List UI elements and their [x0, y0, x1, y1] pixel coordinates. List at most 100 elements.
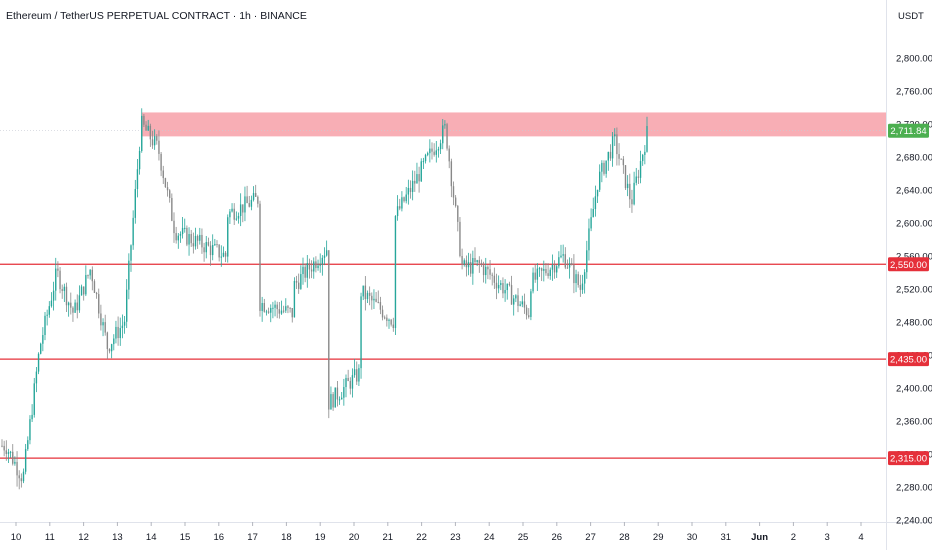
candle-body	[14, 461, 16, 464]
candle-body	[575, 274, 577, 284]
x-tick-label: 18	[281, 532, 292, 543]
candle-body	[280, 310, 283, 314]
candle-body	[609, 151, 612, 159]
x-tick-label: 28	[619, 532, 630, 543]
candle-body	[368, 292, 371, 296]
candle-body	[478, 260, 480, 263]
candle-body	[272, 307, 274, 309]
candle-body	[629, 183, 631, 200]
candle-body	[270, 307, 272, 313]
candle-body	[110, 344, 113, 352]
y-tick-label: 2,480.00	[896, 318, 932, 329]
candle-body	[384, 317, 386, 319]
candle-body	[392, 324, 394, 329]
candle-body	[536, 268, 539, 280]
candle-body	[205, 242, 207, 253]
y-tick-label: 2,760.00	[896, 87, 932, 98]
candle-body	[91, 269, 93, 282]
candle-body	[285, 306, 287, 311]
candle-body	[216, 244, 218, 246]
candle-body	[547, 273, 549, 276]
candle-body	[201, 234, 203, 248]
candle-body	[534, 272, 536, 280]
candle-body	[566, 267, 569, 269]
x-tick-label: 15	[180, 532, 191, 543]
candle-body	[59, 270, 61, 290]
candle-body	[317, 265, 319, 269]
candle-body	[429, 148, 431, 154]
candle-body	[83, 286, 85, 295]
level-price-label-bg	[888, 352, 929, 367]
candle-body	[461, 255, 463, 265]
y-tick-label: 2,640.00	[896, 186, 932, 197]
candle-body	[418, 174, 420, 182]
candle-body	[347, 377, 349, 382]
x-tick-label: 19	[315, 532, 326, 543]
candle-body	[252, 193, 255, 200]
candle-body	[358, 368, 360, 382]
x-tick-label: 23	[450, 532, 461, 543]
candle-body	[439, 143, 442, 150]
candle-body	[67, 302, 70, 306]
candle-body	[424, 154, 427, 162]
candle-body	[162, 170, 164, 179]
candle-body	[235, 218, 238, 220]
candle-body	[601, 162, 603, 172]
candle-body	[356, 369, 358, 382]
candle-body	[18, 475, 20, 479]
candle-body	[126, 289, 128, 322]
candle-body	[212, 245, 214, 256]
level-price-label-bg	[888, 451, 929, 466]
candle-body	[222, 252, 225, 257]
candle-body	[1, 445, 3, 447]
candle-body	[29, 419, 31, 441]
candle-body	[255, 193, 257, 197]
candle-body	[624, 165, 627, 189]
chart-title: Ethereum / TetherUS PERPETUAL CONTRACT ·…	[6, 10, 307, 22]
candle-body	[134, 188, 136, 218]
candle-body	[300, 274, 302, 289]
candle-body	[472, 257, 474, 274]
candle-body	[265, 311, 268, 313]
candle-body	[76, 302, 78, 311]
candle-body	[209, 245, 212, 256]
candle-body	[244, 196, 246, 213]
candle-body	[104, 322, 106, 333]
level-price-label: 2,315.00	[890, 454, 927, 465]
candle-body	[583, 272, 586, 284]
x-tick-label: Jun	[751, 532, 768, 543]
candle-body	[194, 235, 197, 247]
candle-body	[261, 303, 263, 311]
candle-body	[179, 234, 182, 236]
candle-body	[491, 274, 493, 276]
candle-body	[248, 203, 250, 207]
candle-body	[530, 291, 532, 317]
currency-label[interactable]: USDT	[898, 11, 924, 22]
candle-body	[259, 203, 261, 311]
candle-body	[545, 268, 547, 274]
candle-body	[113, 338, 115, 345]
candle-body	[141, 115, 143, 151]
candle-body	[186, 227, 188, 245]
current-price-label: 2,711.84	[890, 126, 926, 137]
candle-body	[407, 187, 410, 195]
candle-body	[463, 260, 465, 265]
candle-body	[55, 268, 57, 291]
candle-body	[435, 150, 437, 155]
candle-body	[313, 261, 315, 272]
candle-body	[46, 314, 48, 316]
candle-body	[35, 371, 38, 384]
candle-body	[553, 265, 556, 273]
candle-body	[409, 187, 412, 192]
candle-body	[237, 216, 240, 219]
candle-body	[147, 125, 149, 131]
candle-body	[517, 295, 519, 306]
candle-body	[287, 306, 289, 308]
candle-body	[353, 369, 356, 376]
candle-body	[364, 285, 367, 300]
candle-body	[61, 289, 63, 291]
horizontal-levels-layer	[0, 130, 886, 459]
candle-body	[9, 451, 12, 453]
